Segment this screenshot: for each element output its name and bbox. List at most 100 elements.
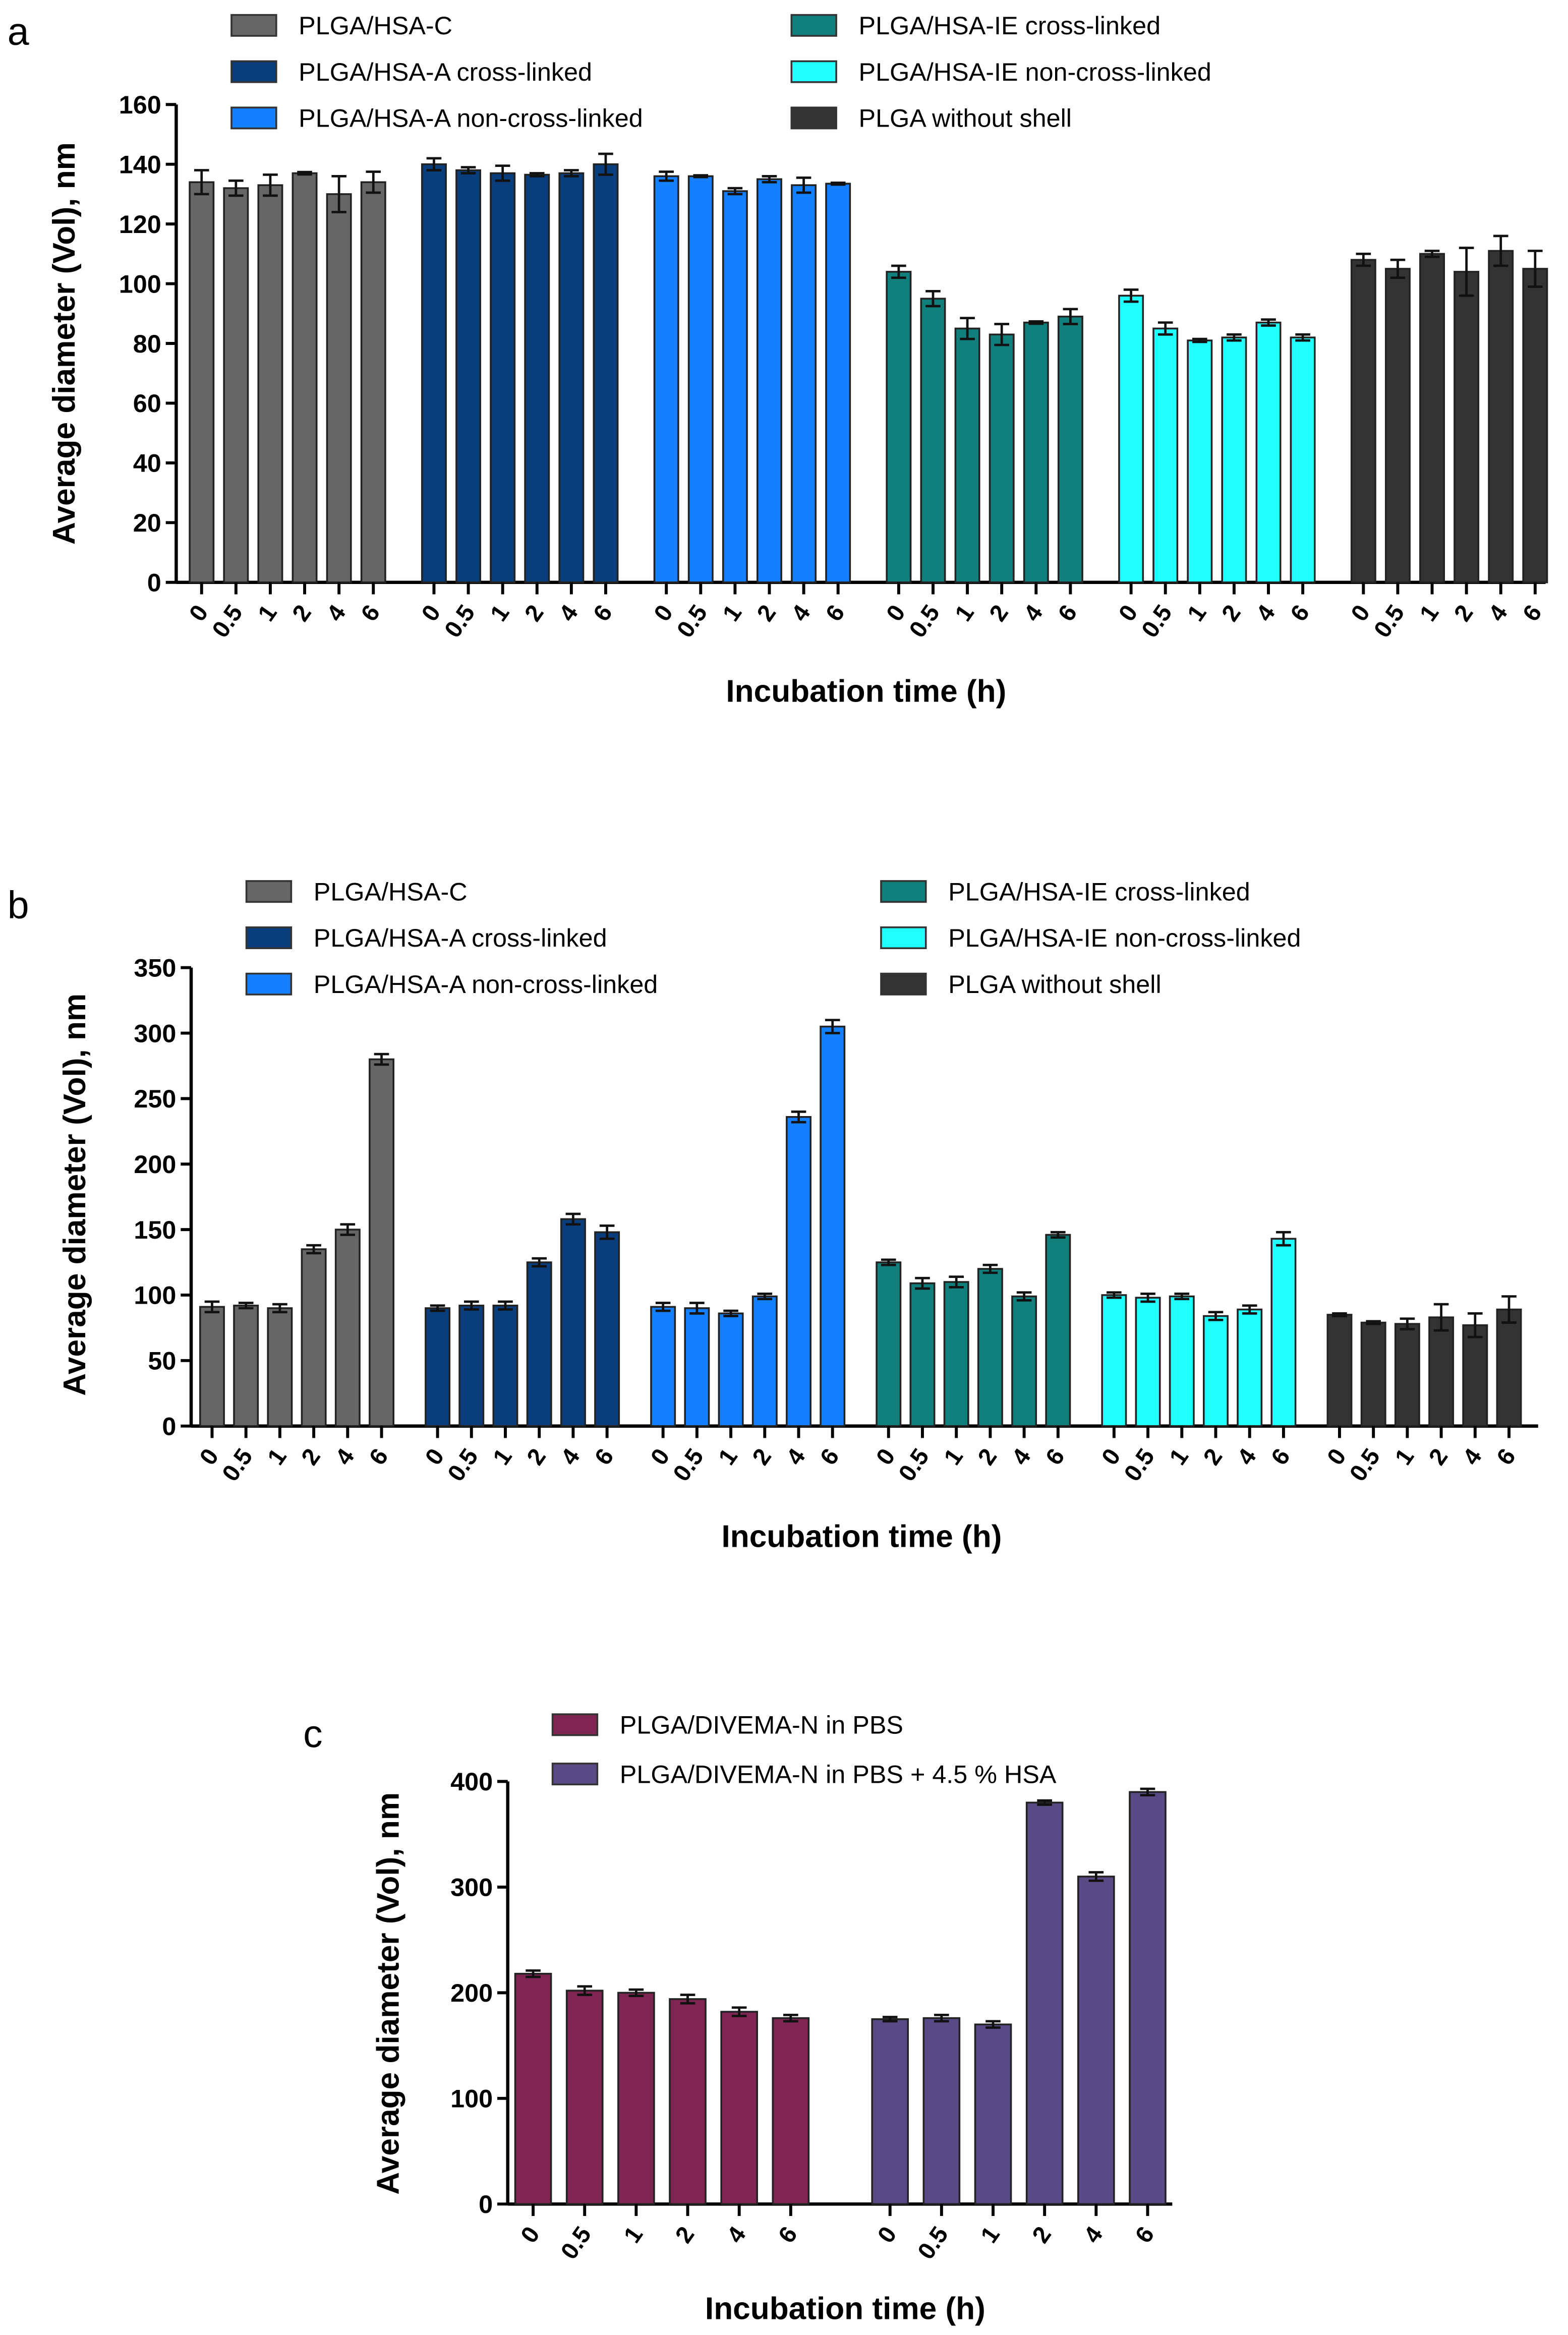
error-bar	[1174, 1293, 1190, 1301]
bar	[977, 1268, 1003, 1427]
y-tick-label: 100	[119, 269, 161, 298]
x-tick-label: 4	[1019, 600, 1049, 626]
y-tick-label: 200	[134, 1150, 176, 1179]
error-bar	[331, 175, 346, 213]
legend-swatch	[880, 926, 927, 949]
legend-item: PLGA/HSA-IE cross-linked	[880, 877, 1250, 906]
bar	[233, 1304, 259, 1427]
x-tick-label: 6	[364, 1444, 394, 1470]
legend-swatch	[245, 972, 293, 996]
bar	[1129, 1791, 1167, 2205]
y-tick-label: 160	[119, 90, 161, 119]
error-bar	[228, 179, 244, 197]
error-bar	[1433, 1303, 1449, 1332]
error-bar	[1192, 337, 1207, 343]
bar	[455, 169, 482, 583]
panel-letter: c	[303, 1712, 322, 1756]
legend-item: PLGA/HSA-A non-cross-linked	[245, 970, 658, 999]
error-bar	[460, 166, 476, 174]
bar	[1428, 1316, 1455, 1427]
x-tick-label: 2	[973, 1444, 1003, 1470]
bar	[1488, 250, 1514, 583]
x-tick-label: 4	[556, 1443, 586, 1470]
legend-swatch	[790, 106, 837, 130]
error-bar	[529, 172, 545, 178]
error-bar	[340, 1223, 356, 1236]
error-bar	[689, 1302, 705, 1315]
error-bar	[1332, 1312, 1347, 1317]
x-tick-label: 2	[752, 600, 782, 626]
bar	[920, 298, 946, 583]
error-bar	[960, 317, 975, 340]
bar	[1135, 1297, 1161, 1427]
x-tick-label: 1	[718, 600, 747, 626]
x-tick-label: 4	[722, 2222, 751, 2248]
error-bar	[564, 169, 579, 178]
bar	[1290, 336, 1316, 583]
x-axis-label: Incubation time (h)	[726, 674, 1006, 709]
bar	[360, 181, 386, 583]
x-tick-label: 1	[485, 600, 515, 626]
bar	[684, 1307, 710, 1427]
bar	[1419, 253, 1445, 583]
bar	[1023, 321, 1049, 583]
error-bar	[783, 2013, 798, 2023]
x-tick-label: 2	[519, 600, 549, 626]
bar	[1101, 1294, 1127, 1427]
legend-swatch	[880, 972, 927, 996]
legend-label: PLGA without shell	[948, 970, 1161, 999]
error-bar	[1295, 333, 1310, 342]
legend-item: PLGA/DIVEMA-N in PBS	[551, 1711, 903, 1739]
x-tick-label: 0	[881, 600, 911, 626]
bar	[669, 1998, 707, 2205]
error-bar	[731, 2006, 747, 2017]
legend-swatch	[790, 60, 837, 83]
error-bar	[1276, 1231, 1291, 1247]
error-bar	[1493, 235, 1508, 267]
bar	[558, 172, 585, 583]
bar	[267, 1307, 293, 1427]
x-tick-label: 0.5	[442, 1444, 483, 1486]
x-tick-label: 0.5	[1345, 1444, 1385, 1486]
y-tick-label: 0	[162, 1412, 176, 1440]
legend-item: PLGA/HSA-A cross-linked	[230, 57, 592, 86]
error-bar	[374, 1053, 389, 1066]
y-tick-label: 0	[479, 2190, 493, 2219]
y-tick-label: 300	[450, 1873, 493, 1902]
legend-label: PLGA/HSA-A non-cross-linked	[314, 970, 658, 999]
bar	[1203, 1315, 1229, 1427]
bar	[922, 2017, 961, 2205]
legend-swatch	[230, 14, 277, 37]
legend-swatch	[230, 60, 277, 83]
x-tick-label: 2	[747, 1444, 777, 1470]
bar	[565, 1990, 604, 2205]
bar	[490, 172, 516, 583]
bar	[1454, 271, 1480, 583]
bar	[1384, 268, 1411, 583]
x-tick-label: 0.5	[894, 1444, 935, 1486]
x-tick-label: 4	[1079, 2222, 1109, 2248]
error-bar	[882, 2016, 898, 2023]
y-axis-label: Average diameter (Vol), nm	[57, 994, 92, 1396]
bar	[617, 1992, 655, 2205]
bar	[223, 187, 249, 583]
y-tick-label: 100	[450, 2084, 493, 2113]
y-tick-label: 120	[119, 210, 161, 239]
bar	[524, 173, 550, 583]
error-bar	[925, 290, 941, 308]
legend-swatch	[230, 106, 277, 130]
x-tick-label: 1	[253, 600, 282, 626]
legend-swatch	[551, 1763, 599, 1786]
bar	[1270, 1238, 1297, 1427]
legend-item: PLGA/HSA-C	[245, 877, 468, 906]
y-axis-label: Average diameter (Vol), nm	[371, 1792, 406, 2195]
bar	[1152, 327, 1179, 583]
bar	[1522, 268, 1548, 583]
y-tick-label: 100	[134, 1281, 176, 1310]
x-tick-label: 6	[1491, 1444, 1521, 1470]
x-tick-label: 1	[1390, 1444, 1420, 1470]
legend-swatch	[790, 14, 837, 37]
bar	[954, 327, 980, 583]
error-bar	[598, 152, 613, 176]
